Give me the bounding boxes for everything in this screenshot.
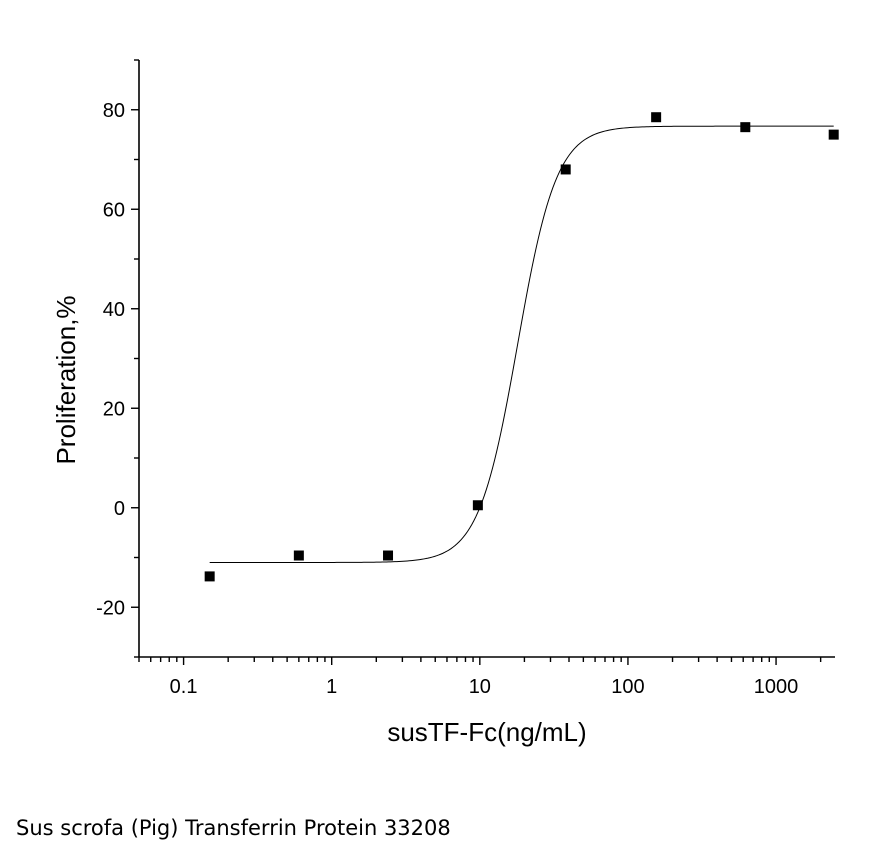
data-point [828,129,839,140]
y-tick-label: 20 [103,398,125,420]
x-axis-title: susTF-Fc(ng/mL) [387,717,586,747]
x-axis-ticks [138,657,822,665]
data-point [651,112,662,123]
data-point [293,550,304,561]
data-point [204,571,215,582]
y-axis-tick-labels: -20 0 20 40 60 80 [96,100,125,620]
y-tick-label: 80 [103,100,125,122]
data-point [383,550,394,561]
y-tick-label: 40 [103,299,125,321]
plot-area: 0.1 1 10 100 1000 -20 0 20 40 60 80 [96,59,839,698]
y-axis-title: Proliferation,% [51,295,81,464]
data-point [740,122,751,133]
y-axis-ticks [131,59,139,658]
x-tick-label: 0.1 [170,676,198,698]
x-tick-label: 10 [469,676,491,698]
chart-figure: 0.1 1 10 100 1000 -20 0 20 40 60 80 susTF-Fc(ng/m… [51,59,839,747]
y-tick-label: 60 [103,199,125,221]
x-tick-label: 1000 [754,676,799,698]
figure-caption: Sus scrofa (Pig) Transferrin Protein 332… [16,816,451,840]
data-points [204,112,839,582]
y-tick-label: -20 [96,597,125,619]
x-axis-tick-labels: 0.1 1 10 100 1000 [170,676,799,698]
x-tick-label: 1 [326,676,337,698]
x-tick-label: 100 [611,676,644,698]
data-point [472,500,483,511]
y-tick-label: 0 [114,498,125,520]
fit-curve [209,125,834,563]
data-point [560,164,571,175]
